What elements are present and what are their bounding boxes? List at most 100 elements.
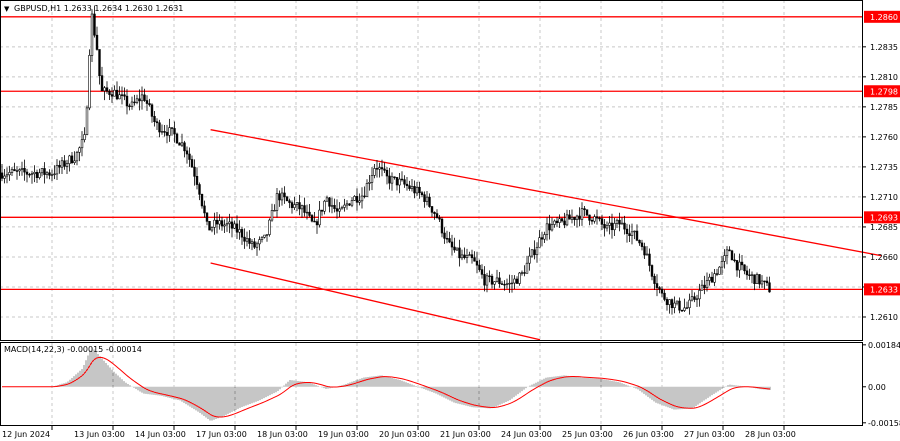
channel-line[interactable] <box>210 129 882 257</box>
time-tick-label: 24 Jun 03:00 <box>501 430 552 439</box>
candle-body <box>540 237 544 240</box>
level-tag-label: 1.2860 <box>870 13 898 22</box>
candle-body <box>548 223 551 231</box>
candle-body <box>120 94 124 96</box>
candle-body <box>720 261 724 268</box>
horizontal-levels[interactable] <box>0 16 862 291</box>
candle-body <box>578 215 581 220</box>
candle-body <box>613 223 616 231</box>
candle-body <box>143 94 146 101</box>
candle-body <box>130 101 134 107</box>
candle-body <box>763 280 766 283</box>
candle-body <box>718 266 721 275</box>
candle-body <box>525 262 529 274</box>
candle-body <box>453 246 456 251</box>
candle-body <box>138 98 141 102</box>
candle-body <box>343 204 346 208</box>
candle-body <box>5 174 9 177</box>
candle-body <box>55 164 59 175</box>
collapse-arrow-icon[interactable]: ▼ <box>4 5 10 13</box>
candle-body <box>103 87 106 92</box>
candle-body <box>443 232 446 239</box>
candle-body <box>503 284 506 286</box>
candle-body <box>383 168 386 171</box>
candle-body <box>115 89 119 100</box>
price-tick-label: 1.2735 <box>870 163 898 172</box>
candle-body <box>725 249 729 256</box>
candle-body <box>530 249 534 257</box>
level-tag-bg <box>864 283 900 296</box>
candle-body <box>203 205 206 214</box>
candle-body <box>505 283 509 285</box>
candle-body <box>740 261 744 266</box>
candle-body <box>358 200 361 203</box>
candle-body <box>738 261 741 271</box>
candle-body <box>373 168 376 176</box>
candle-body <box>750 274 754 276</box>
candle-body <box>490 275 494 285</box>
price-tick-label: 1.2710 <box>870 193 898 202</box>
candle-body <box>3 175 6 179</box>
candle-body <box>608 222 611 226</box>
candle-body <box>75 151 79 162</box>
candle-body <box>408 185 411 189</box>
candle-body <box>513 278 516 284</box>
price-tick-label: 1.2610 <box>870 313 898 322</box>
candle-body <box>40 168 44 174</box>
time-tick-label: 12 Jun 2024 <box>2 430 50 439</box>
candle-body <box>623 222 626 230</box>
candle-body <box>148 103 151 106</box>
candle-body <box>533 249 536 256</box>
candle-body <box>455 247 459 251</box>
candle-body <box>410 186 414 189</box>
candle-body <box>595 216 599 219</box>
candle-body <box>463 254 466 258</box>
macd-signal <box>2 356 771 418</box>
candle-body <box>275 193 279 211</box>
candle-body <box>610 222 614 231</box>
candle-body <box>108 90 111 95</box>
candle-body <box>185 150 189 155</box>
candle-body <box>235 223 239 233</box>
channel-lines[interactable] <box>210 129 882 341</box>
macd-panel-frame <box>0 342 863 426</box>
candle-body <box>428 196 431 207</box>
candle-body <box>150 104 154 117</box>
channel-line[interactable] <box>210 262 541 341</box>
candle-body <box>200 194 204 207</box>
candle-body <box>188 153 191 160</box>
candle-body <box>538 237 541 248</box>
vertical-grid <box>51 0 785 426</box>
candle-body <box>615 219 619 224</box>
price-tick-label: 1.2660 <box>870 253 898 262</box>
candle-body <box>283 192 286 198</box>
candle-body <box>315 221 319 226</box>
candle-body <box>565 214 569 226</box>
candle-body <box>620 222 624 225</box>
candle-body <box>760 280 764 285</box>
candle-body <box>328 197 331 207</box>
candle-body <box>645 253 649 256</box>
candle-body <box>160 131 164 133</box>
candle-body <box>23 168 26 173</box>
candle-body <box>590 220 594 222</box>
candle-body <box>643 246 646 256</box>
candle-body <box>345 203 349 206</box>
candle-body <box>325 197 329 202</box>
candle-body <box>668 299 671 305</box>
candle-body <box>395 177 399 186</box>
candle-body <box>248 238 251 244</box>
candle-body <box>88 55 91 109</box>
candle-body <box>215 219 219 225</box>
candle-body <box>653 276 656 284</box>
candle-body <box>0 172 4 179</box>
candle-body <box>403 179 406 185</box>
candle-body <box>640 242 644 247</box>
candle-body <box>280 192 284 201</box>
candle-body <box>708 276 711 281</box>
candle-body <box>140 94 144 102</box>
candle-body <box>10 169 14 173</box>
candle-body <box>68 155 71 164</box>
time-axis: 12 Jun 2024 13 Jun 03:00 14 Jun 03:00 17 Ju… <box>2 426 796 439</box>
